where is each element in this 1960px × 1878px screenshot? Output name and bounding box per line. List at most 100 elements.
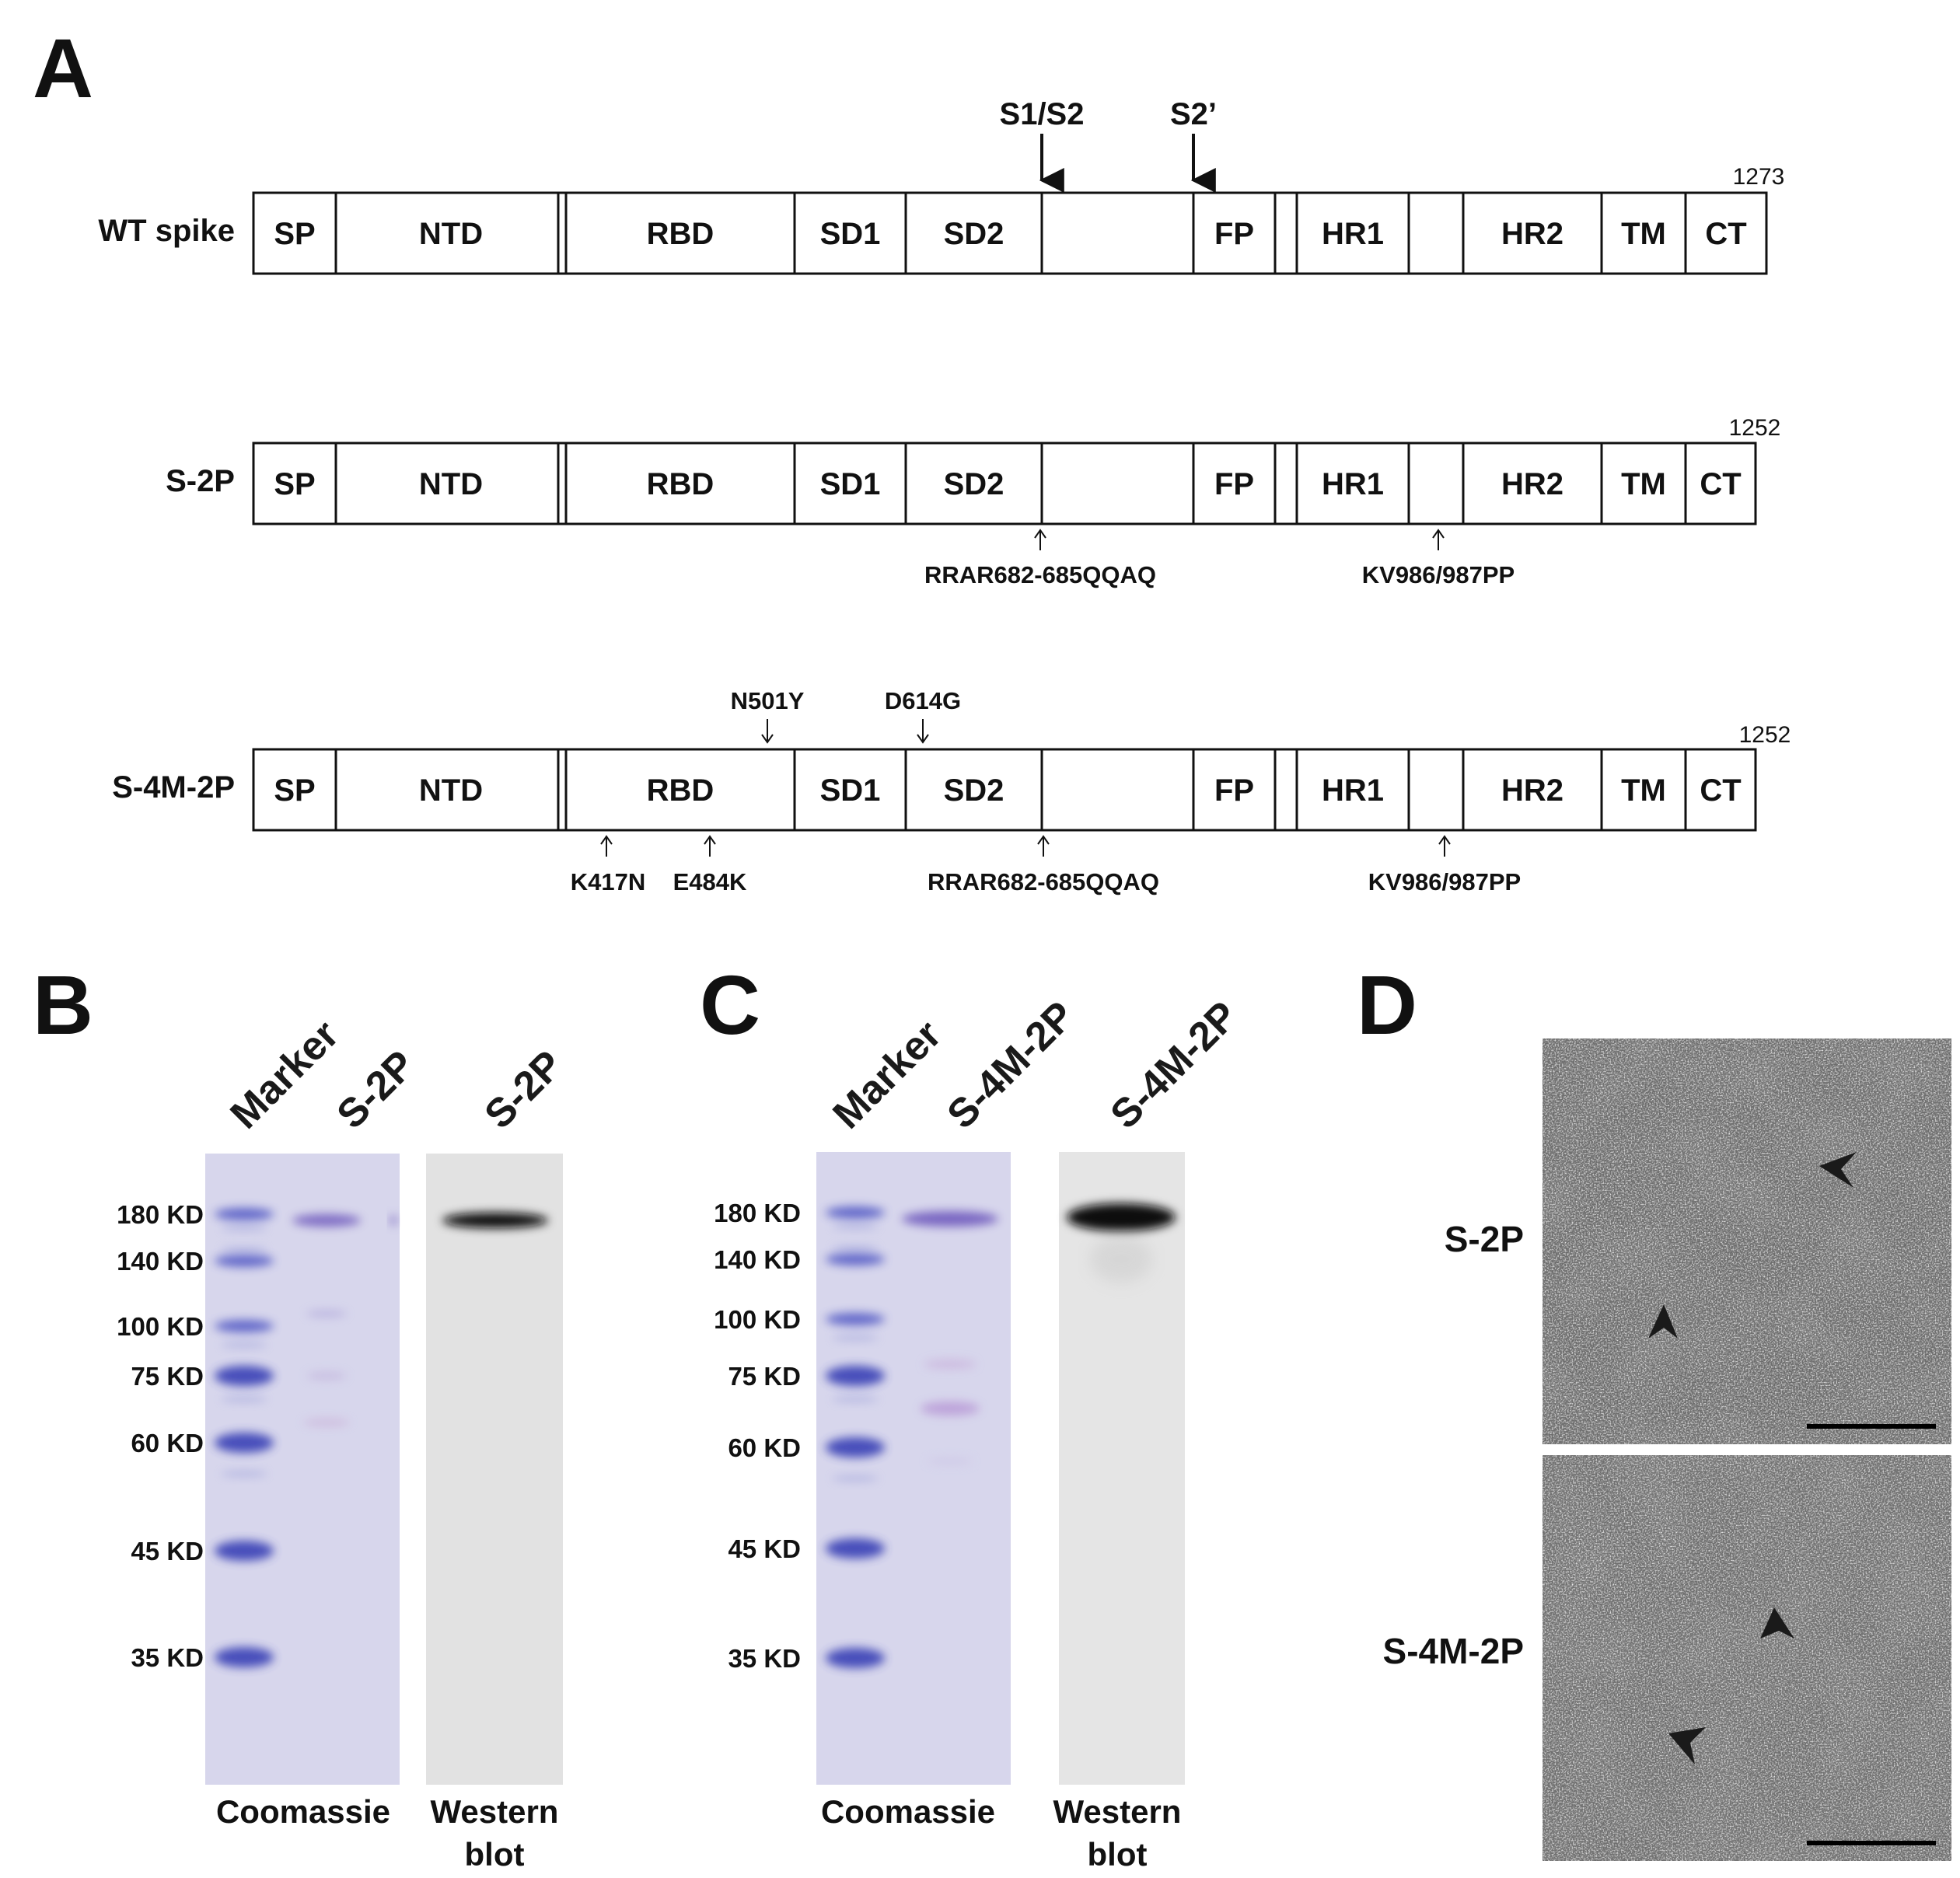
molecular-weight-label: 100 KD [117, 1312, 204, 1341]
construct-label: S-4M-2P [112, 770, 235, 805]
domain-label: CT [1705, 217, 1746, 251]
molecular-weight-label: 100 KD [714, 1305, 801, 1334]
lane-label-sample: S-2P [328, 1042, 424, 1138]
molecular-weight-label: 140 KD [714, 1245, 801, 1274]
panel-d: S-2P S-4M-2P [1383, 1038, 1951, 1861]
marker-band [215, 1208, 274, 1220]
domain-label: FP [1214, 773, 1254, 808]
western-blot [426, 1154, 563, 1785]
marker-band [826, 1648, 885, 1668]
molecular-weight-label: 35 KD [728, 1644, 801, 1673]
scale-bar [1807, 1424, 1936, 1429]
domain-label: SD1 [820, 467, 881, 501]
panel-b: Marker S-2P S-2P 180 KD 140 KD 100 KD 75 KD… [117, 1012, 571, 1873]
domain-label: HR1 [1322, 217, 1384, 251]
domain-label: TM [1621, 773, 1666, 808]
molecular-weight-label: 180 KD [714, 1199, 801, 1227]
domain-label: HR1 [1322, 773, 1384, 808]
arrowhead-icon [1760, 1607, 1794, 1639]
arrowhead-icon [1668, 1727, 1706, 1765]
mutation-label: K417N [571, 868, 646, 895]
em-label-s-2p: S-2P [1445, 1219, 1524, 1259]
molecular-weight-label: 60 KD [131, 1429, 204, 1457]
domain-label: SP [274, 467, 315, 501]
scale-bar [1807, 1841, 1936, 1845]
lane-label-sample: S-4M-2P [938, 993, 1083, 1137]
protein-band [292, 1214, 361, 1227]
marker-band [826, 1538, 885, 1559]
domain-label: SD1 [820, 217, 881, 251]
domain-label: SD1 [820, 773, 881, 808]
domain-label: RBD [647, 773, 714, 808]
marker-band [826, 1253, 885, 1265]
mutation-label: E484K [673, 868, 747, 895]
mutation-label: RRAR682-685QQAQ [924, 561, 1156, 588]
marker-band [215, 1647, 274, 1667]
caption-western: Western [1053, 1793, 1182, 1830]
mutation-label: KV986/987PP [1368, 868, 1521, 895]
domain-label: SP [274, 217, 315, 251]
domain-label: CT [1700, 773, 1741, 808]
construct-length: 1273 [1733, 164, 1785, 190]
domain-label: CT [1700, 467, 1741, 501]
cleavage-site-s2prime: S2’ [1170, 97, 1217, 131]
cleavage-site-s1s2: S1/S2 [1000, 97, 1085, 131]
domain-label: SD2 [944, 773, 1004, 808]
domain-label: SD2 [944, 467, 1004, 501]
marker-band [215, 1255, 274, 1267]
marker-band [215, 1433, 274, 1453]
molecular-weight-label: 75 KD [728, 1362, 801, 1391]
domain-label: RBD [647, 467, 714, 501]
lane-label-marker: Marker [222, 1012, 348, 1138]
lane-label-blot: S-2P [476, 1042, 571, 1138]
molecular-weight-label: 45 KD [131, 1537, 204, 1566]
em-label-s-4m-2p: S-4M-2P [1383, 1631, 1524, 1671]
caption-coomassie: Coomassie [821, 1793, 995, 1830]
mutation-label: D614G [885, 687, 961, 714]
mutation-label: N501Y [731, 687, 805, 714]
domain-label: HR2 [1501, 467, 1563, 501]
blot-band [442, 1213, 548, 1228]
marker-band [826, 1206, 885, 1219]
domain-label: SD2 [944, 217, 1004, 251]
panel-c: Marker S-4M-2P S-4M-2P 180 KD 140 KD 100 K… [714, 993, 1246, 1873]
construct-label: S-2P [166, 464, 235, 498]
domain-label: NTD [419, 773, 483, 808]
domain-label: FP [1214, 467, 1254, 501]
panel-c-label: C [700, 958, 760, 1052]
panel-a-label: A [33, 21, 93, 115]
molecular-weight-label: 60 KD [728, 1433, 801, 1462]
marker-band [215, 1366, 274, 1386]
molecular-weight-label: 75 KD [131, 1362, 204, 1391]
caption-coomassie: Coomassie [216, 1793, 390, 1830]
molecular-weight-label: 45 KD [728, 1534, 801, 1563]
caption-blot: blot [1088, 1836, 1148, 1873]
em-image-s-4m-2p [1542, 1455, 1951, 1861]
domain-label: RBD [647, 217, 714, 251]
construct-label: WT spike [98, 214, 235, 248]
marker-band [826, 1366, 885, 1386]
lane-label-blot: S-4M-2P [1102, 993, 1246, 1137]
domain-label: FP [1214, 217, 1254, 251]
domain-label: NTD [419, 467, 483, 501]
domain-label: TM [1621, 467, 1666, 501]
panel-d-label: D [1357, 958, 1417, 1052]
panel-b-label: B [33, 958, 93, 1052]
molecular-weight-label: 140 KD [117, 1247, 204, 1276]
marker-band [826, 1437, 885, 1457]
construct-wt-spike: WT spike 1273 SP NTD RBD SD1 SD2 FP HR1 HR2 TM CT [98, 164, 1785, 275]
domain-label: HR2 [1501, 217, 1563, 251]
lane-label-marker: Marker [824, 1012, 950, 1138]
domain-label: SP [274, 773, 315, 808]
domain-label: HR2 [1501, 773, 1563, 808]
mutation-label: KV986/987PP [1362, 561, 1515, 588]
marker-band [215, 1541, 274, 1561]
domain-label: TM [1621, 217, 1666, 251]
caption-blot: blot [465, 1836, 525, 1873]
arrowhead-icon [1819, 1152, 1857, 1188]
arrowhead-icon [1648, 1304, 1678, 1339]
construct-length: 1252 [1729, 415, 1781, 441]
construct-s-4m-2p: S-4M-2P 1252 SP NTD RBD SD1 SD2 FP HR1 HR2 TM CT … [112, 687, 1791, 895]
mutation-label: RRAR682-685QQAQ [928, 868, 1159, 895]
